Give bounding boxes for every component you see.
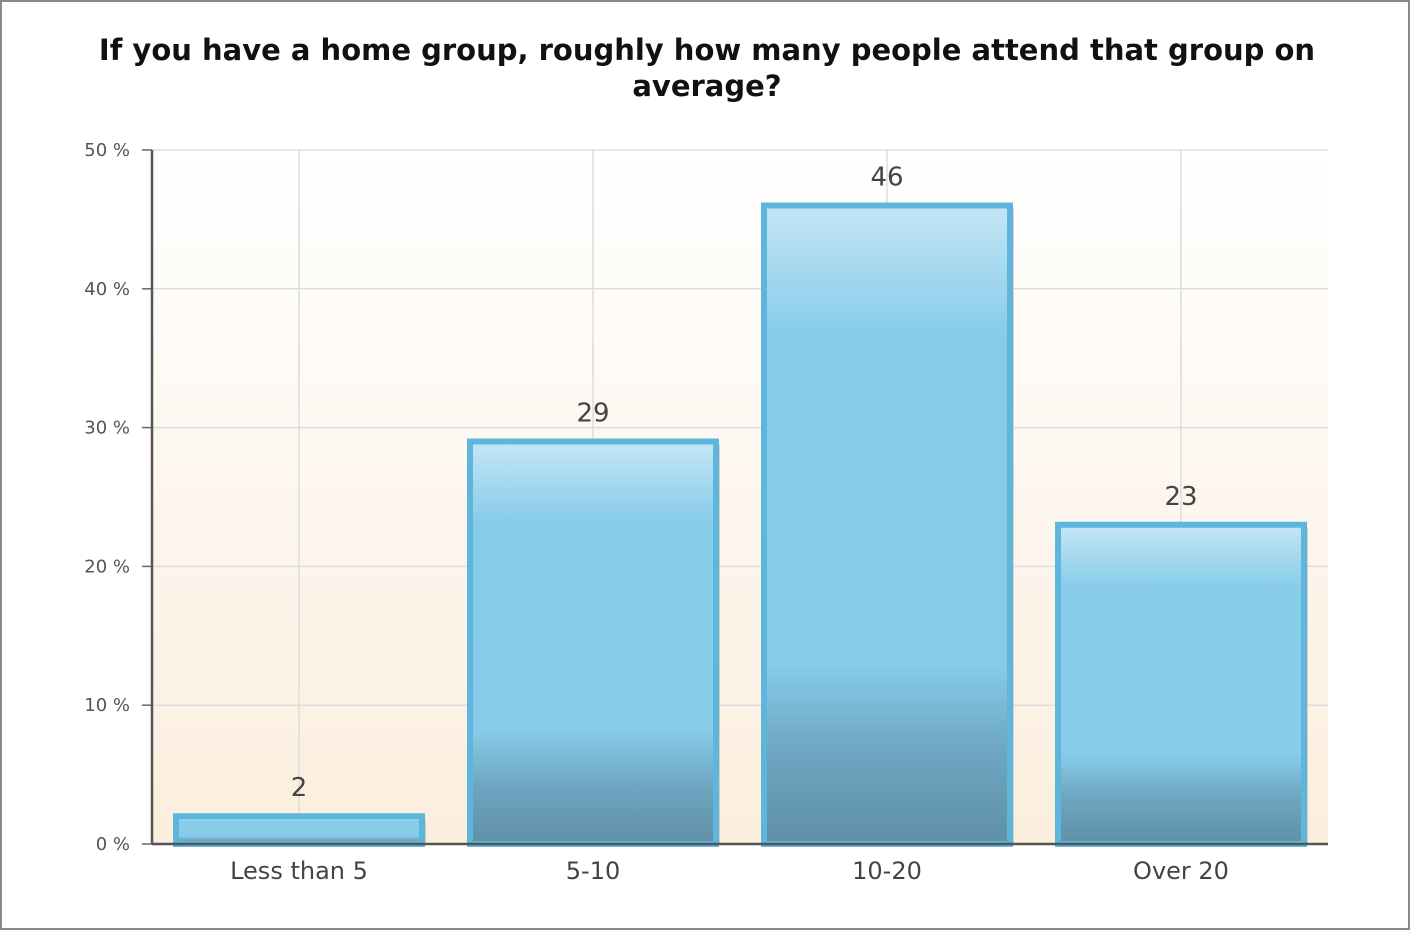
bar-5-10: [467, 438, 719, 847]
x-category-label: 10-20: [852, 857, 922, 885]
bars: [173, 202, 1308, 847]
y-tick-label: 0 %: [96, 834, 130, 855]
bar-over-20: [1055, 521, 1307, 847]
y-tick-label: 10 %: [84, 695, 130, 716]
x-category-label: Less than 5: [230, 857, 368, 885]
bar-10-20: [761, 202, 1013, 847]
labels: 0 % 10 % 20 % 30 % 40 % 50 % 2 Less than 5 29 5-1…: [84, 140, 1229, 885]
x-category-label: 5-10: [566, 857, 620, 885]
chart-title: If you have a home group, roughly how ma…: [98, 33, 1316, 103]
y-tick-label: 50 %: [84, 140, 130, 161]
axes: [142, 149, 1328, 846]
data-label: 46: [870, 163, 903, 193]
bar-less-than-5: [173, 813, 425, 847]
data-label: 23: [1164, 482, 1197, 512]
y-tick-label: 20 %: [84, 556, 130, 577]
data-label: 2: [291, 773, 308, 803]
data-label: 29: [576, 398, 609, 428]
y-tick-label: 30 %: [84, 418, 130, 439]
x-category-label: Over 20: [1133, 857, 1229, 885]
y-tick-label: 40 %: [84, 279, 130, 300]
